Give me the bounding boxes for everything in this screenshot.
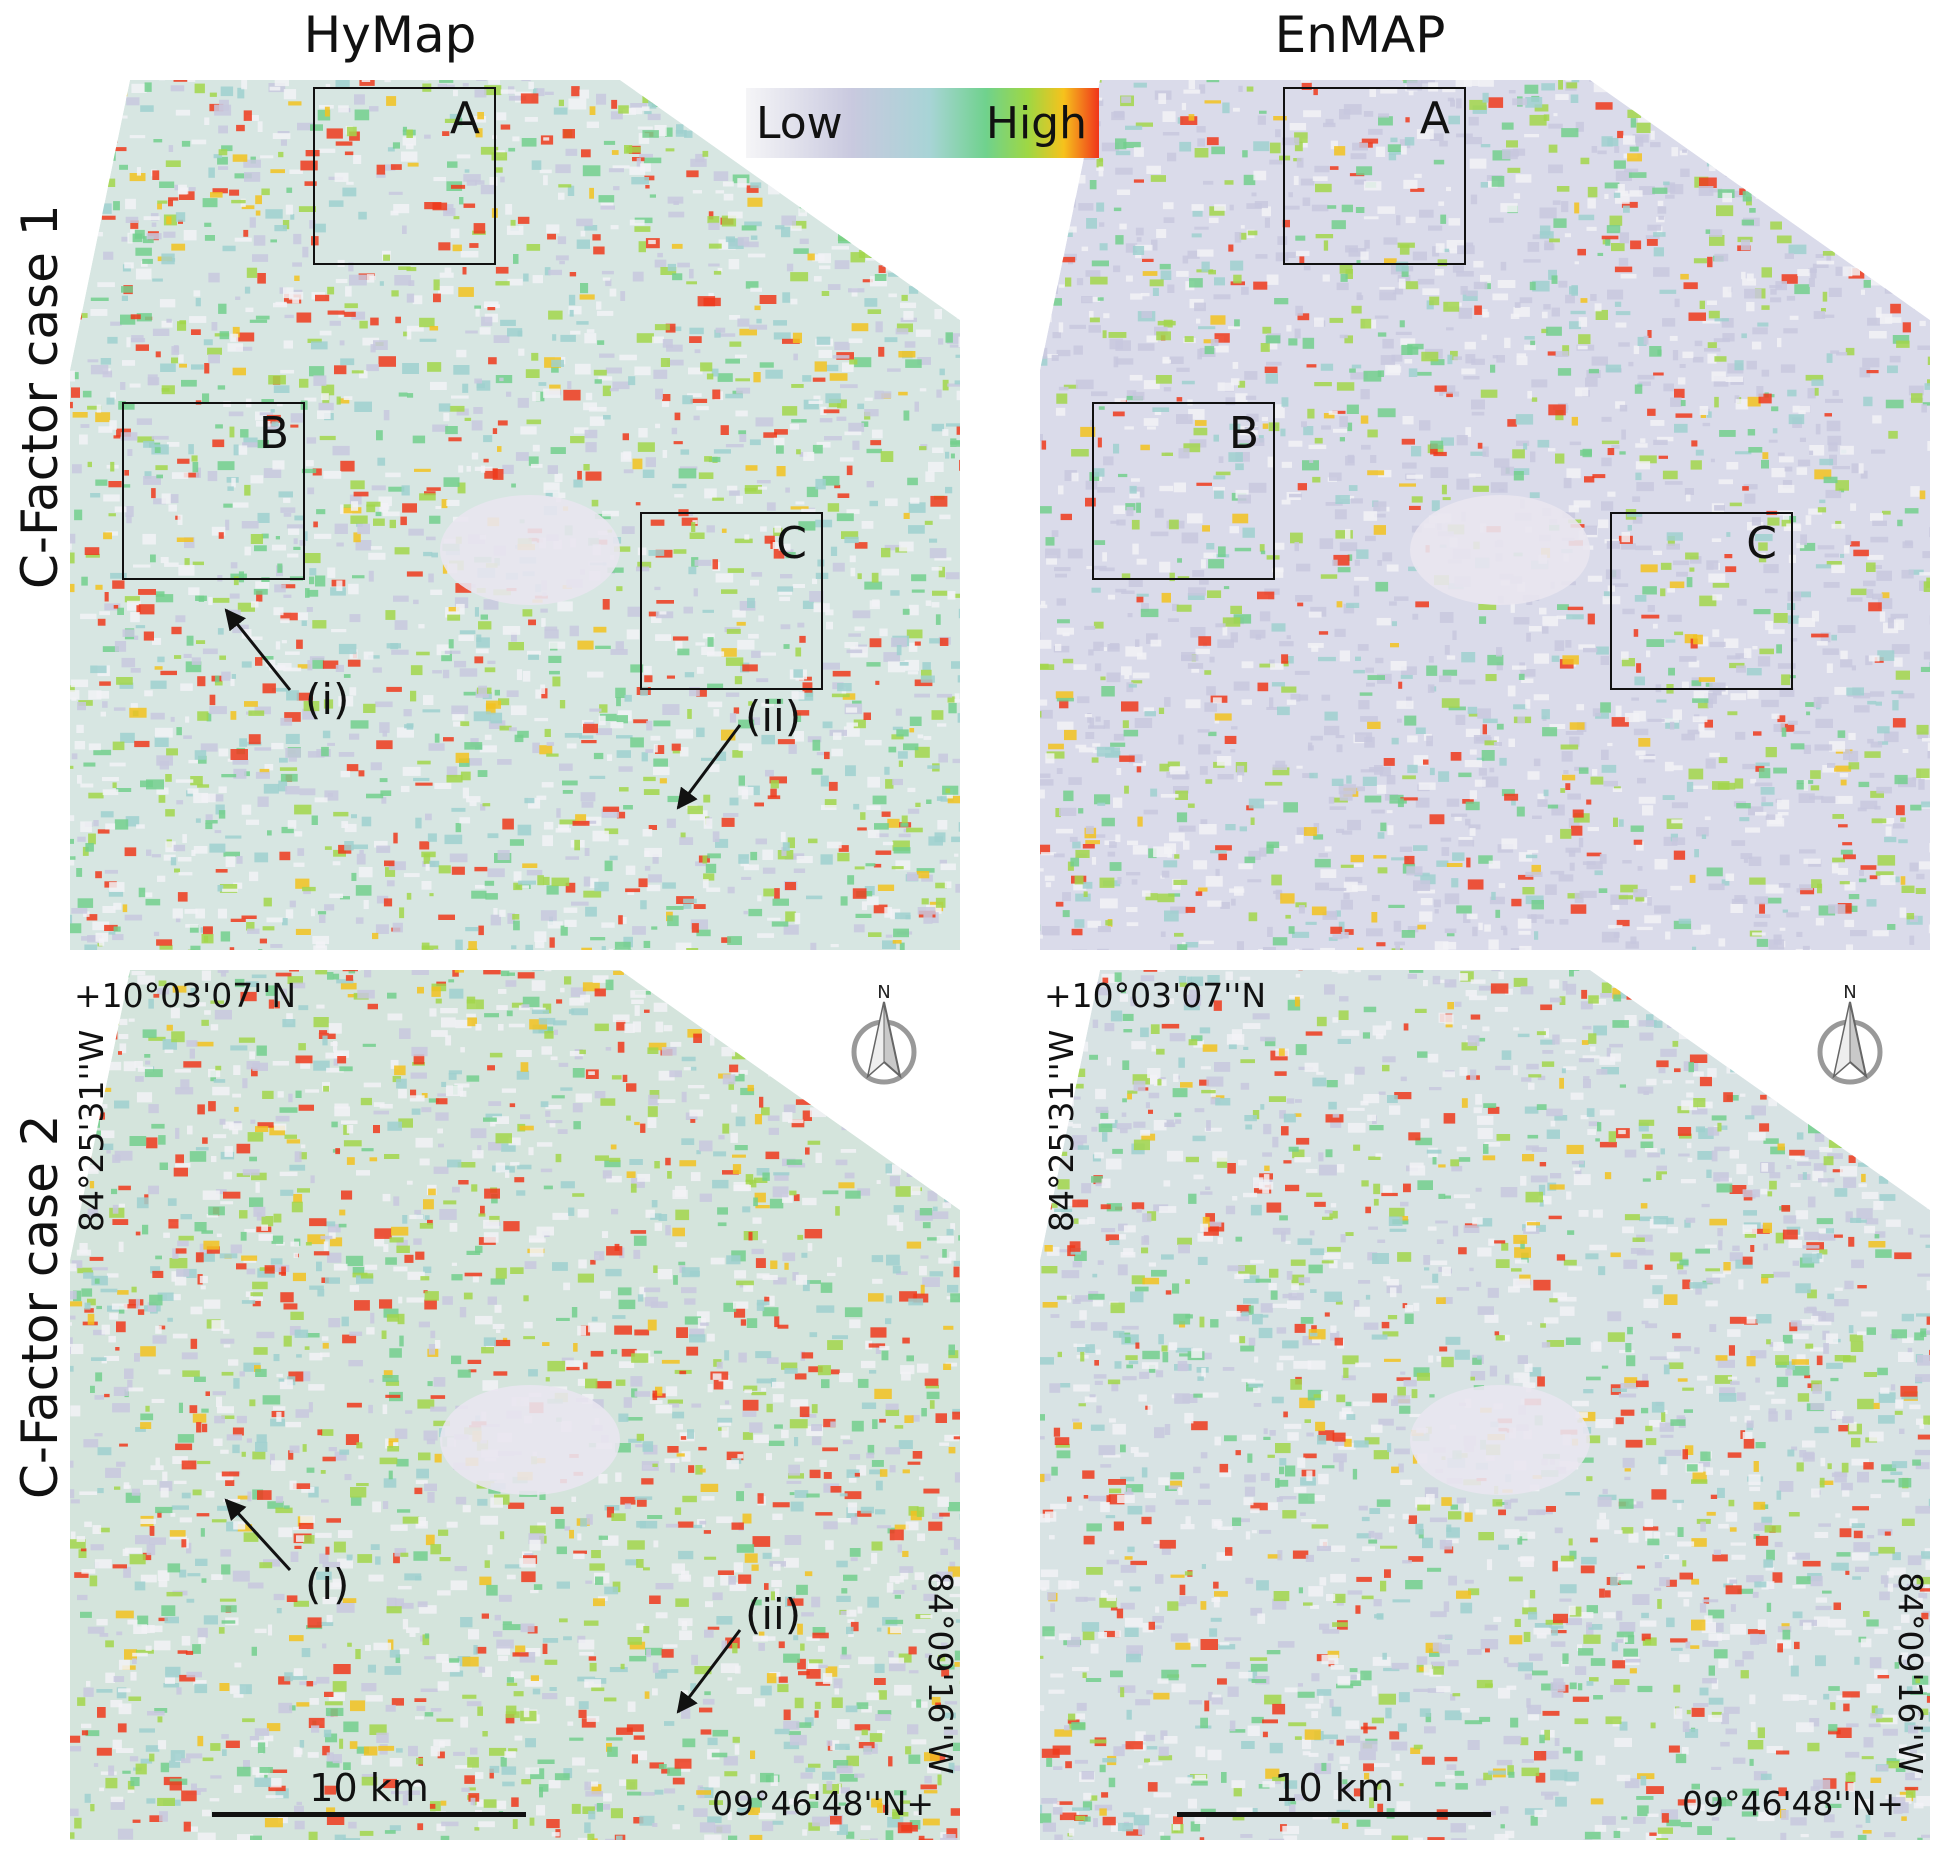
callout-i-case-1: (i): [305, 675, 350, 724]
coord-bottom-right-lat-hymap: 09°46'48''N+: [712, 1784, 935, 1823]
scalebar-label-enmap: 10 km: [1274, 1766, 1394, 1810]
coord-top-left-lat-hymap: +10°03'07''N: [74, 976, 297, 1015]
inset-box-label-c: C: [776, 518, 807, 569]
inset-box-b-hymap: B: [122, 402, 305, 580]
colorbar-legend: Low High: [746, 88, 1099, 158]
callout-ii-case-2: (ii): [745, 1590, 802, 1639]
column-title-enmap: EnMAP: [1274, 6, 1446, 64]
scalebar-label-hymap: 10 km: [309, 1766, 429, 1810]
coord-bottom-right-lon-hymap: 84°09'16''W: [921, 1572, 960, 1775]
inset-box-label-a: A: [1419, 93, 1450, 144]
inset-box-b-enmap: B: [1092, 402, 1275, 580]
legend-high-label: High: [985, 98, 1087, 149]
coord-top-left-lon-enmap: 84°25'31''W: [1042, 1029, 1081, 1232]
scalebar-hymap: [212, 1812, 526, 1817]
north-arrow-icon-hymap: N: [844, 980, 924, 1090]
north-arrow-icon-enmap: N: [1810, 980, 1890, 1090]
inset-box-a-hymap: A: [313, 87, 496, 265]
north-label: N: [877, 982, 890, 1003]
coord-bottom-right-lat-enmap: 09°46'48''N+: [1682, 1784, 1905, 1823]
inset-box-label-b: B: [258, 408, 289, 459]
inset-box-a-enmap: A: [1283, 87, 1466, 265]
coord-bottom-right-lon-enmap: 84°09'16''W: [1891, 1572, 1930, 1775]
map-panel-hymap-case-2: [60, 960, 960, 1840]
inset-box-label-b: B: [1228, 408, 1259, 459]
inset-box-label-c: C: [1746, 518, 1777, 569]
map-panel-enmap-case-1: [1030, 70, 1930, 950]
coord-top-left-lon-hymap: 84°25'31''W: [72, 1029, 111, 1232]
inset-box-c-enmap: C: [1610, 512, 1793, 690]
column-title-hymap: HyMap: [303, 6, 477, 64]
inset-box-c-hymap: C: [640, 512, 823, 690]
callout-ii-case-1: (ii): [745, 692, 802, 741]
scalebar-enmap: [1177, 1812, 1491, 1817]
callout-i-case-2: (i): [305, 1560, 350, 1609]
inset-box-label-a: A: [449, 93, 480, 144]
north-label: N: [1843, 982, 1856, 1003]
legend-low-label: Low: [756, 98, 843, 149]
coord-top-left-lat-enmap: +10°03'07''N: [1044, 976, 1267, 1015]
map-panel-enmap-case-2: [1030, 960, 1930, 1840]
